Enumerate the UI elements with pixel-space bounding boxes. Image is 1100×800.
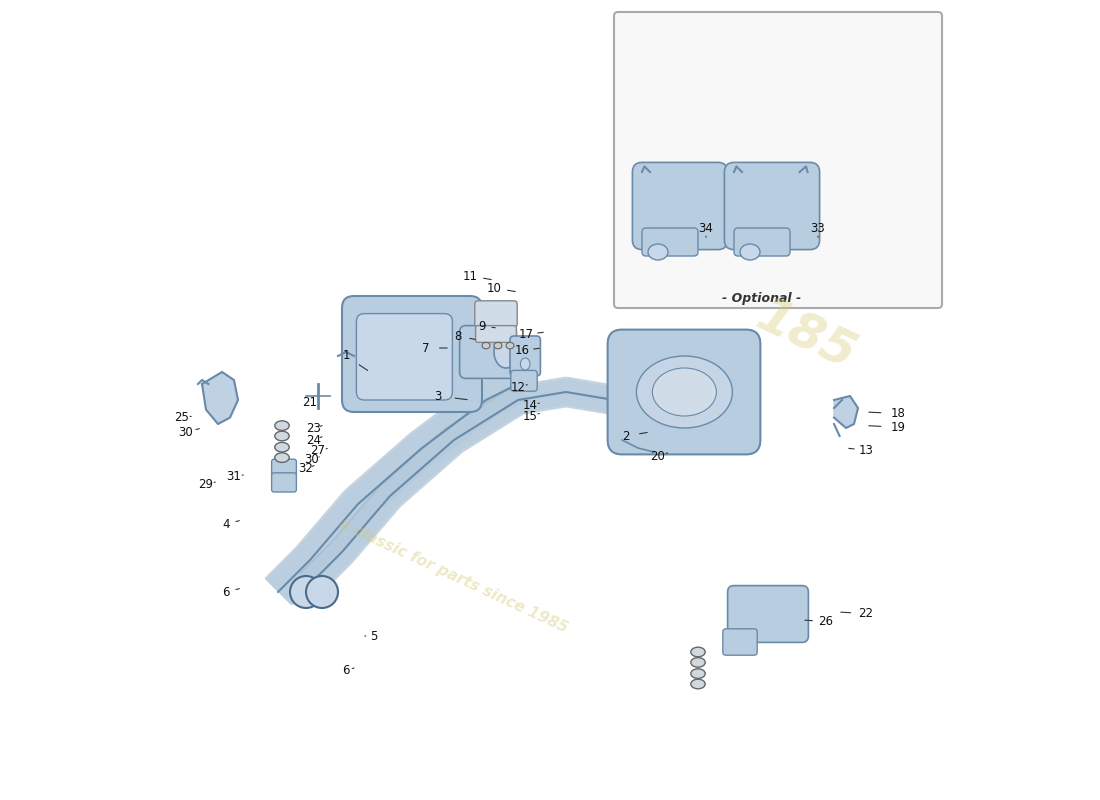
FancyBboxPatch shape <box>632 162 727 250</box>
Text: 30: 30 <box>178 426 194 438</box>
Text: 8: 8 <box>454 330 462 342</box>
Text: 9: 9 <box>478 320 486 333</box>
Text: - Optional -: - Optional - <box>723 292 802 305</box>
Text: 4: 4 <box>222 518 230 530</box>
Ellipse shape <box>275 453 289 462</box>
Ellipse shape <box>290 576 322 608</box>
Text: 26: 26 <box>818 615 834 628</box>
Text: 12: 12 <box>510 381 526 394</box>
Ellipse shape <box>520 358 530 370</box>
Ellipse shape <box>740 244 760 260</box>
FancyBboxPatch shape <box>475 326 516 342</box>
Text: 33: 33 <box>811 222 825 234</box>
FancyBboxPatch shape <box>734 228 790 256</box>
Text: 22: 22 <box>858 607 873 620</box>
FancyBboxPatch shape <box>510 336 540 376</box>
Text: 7: 7 <box>422 342 430 354</box>
Ellipse shape <box>494 336 518 368</box>
FancyBboxPatch shape <box>475 301 517 327</box>
Text: 27: 27 <box>310 444 326 457</box>
Ellipse shape <box>637 356 733 428</box>
Text: 32: 32 <box>298 462 314 475</box>
Text: 30: 30 <box>305 453 319 466</box>
Ellipse shape <box>691 679 705 689</box>
Text: 34: 34 <box>698 222 714 234</box>
Ellipse shape <box>648 244 668 260</box>
Ellipse shape <box>691 658 705 667</box>
FancyBboxPatch shape <box>272 459 296 478</box>
FancyBboxPatch shape <box>510 370 537 391</box>
FancyBboxPatch shape <box>460 326 516 378</box>
Text: 11: 11 <box>462 270 477 282</box>
Ellipse shape <box>691 647 705 657</box>
Ellipse shape <box>506 342 514 349</box>
FancyBboxPatch shape <box>342 296 482 412</box>
FancyBboxPatch shape <box>272 473 296 492</box>
Text: 25: 25 <box>175 411 189 424</box>
Text: 6: 6 <box>342 664 350 677</box>
Text: 29: 29 <box>198 478 213 490</box>
Text: 24: 24 <box>307 434 321 446</box>
FancyBboxPatch shape <box>356 314 452 400</box>
FancyBboxPatch shape <box>723 629 757 655</box>
Text: 19: 19 <box>891 421 905 434</box>
Text: 14: 14 <box>522 399 538 412</box>
Text: 2: 2 <box>623 430 629 442</box>
Text: 16: 16 <box>515 344 529 357</box>
Text: 23: 23 <box>307 422 321 435</box>
Ellipse shape <box>275 431 289 441</box>
Text: 10: 10 <box>486 282 502 294</box>
Ellipse shape <box>275 421 289 430</box>
FancyBboxPatch shape <box>642 228 698 256</box>
Text: 31: 31 <box>227 470 241 483</box>
Ellipse shape <box>652 368 716 416</box>
Text: 17: 17 <box>518 328 534 341</box>
Ellipse shape <box>275 442 289 452</box>
Text: 3: 3 <box>434 390 442 402</box>
Text: 15: 15 <box>522 410 538 422</box>
Text: 1: 1 <box>342 350 350 362</box>
Polygon shape <box>834 396 858 428</box>
FancyBboxPatch shape <box>727 586 808 642</box>
FancyBboxPatch shape <box>607 330 760 454</box>
Ellipse shape <box>691 669 705 678</box>
FancyBboxPatch shape <box>725 162 820 250</box>
Polygon shape <box>202 372 238 424</box>
Ellipse shape <box>482 342 490 349</box>
Text: 5: 5 <box>371 630 377 642</box>
Text: 20: 20 <box>650 450 666 462</box>
Text: 18: 18 <box>891 407 905 420</box>
Ellipse shape <box>494 342 502 349</box>
Text: 6: 6 <box>222 586 230 598</box>
Text: 21: 21 <box>302 396 318 409</box>
Text: 13: 13 <box>859 444 873 457</box>
FancyBboxPatch shape <box>614 12 942 308</box>
Text: a classic for parts since 1985: a classic for parts since 1985 <box>338 516 571 636</box>
Ellipse shape <box>306 576 338 608</box>
Text: 185: 185 <box>749 292 864 380</box>
